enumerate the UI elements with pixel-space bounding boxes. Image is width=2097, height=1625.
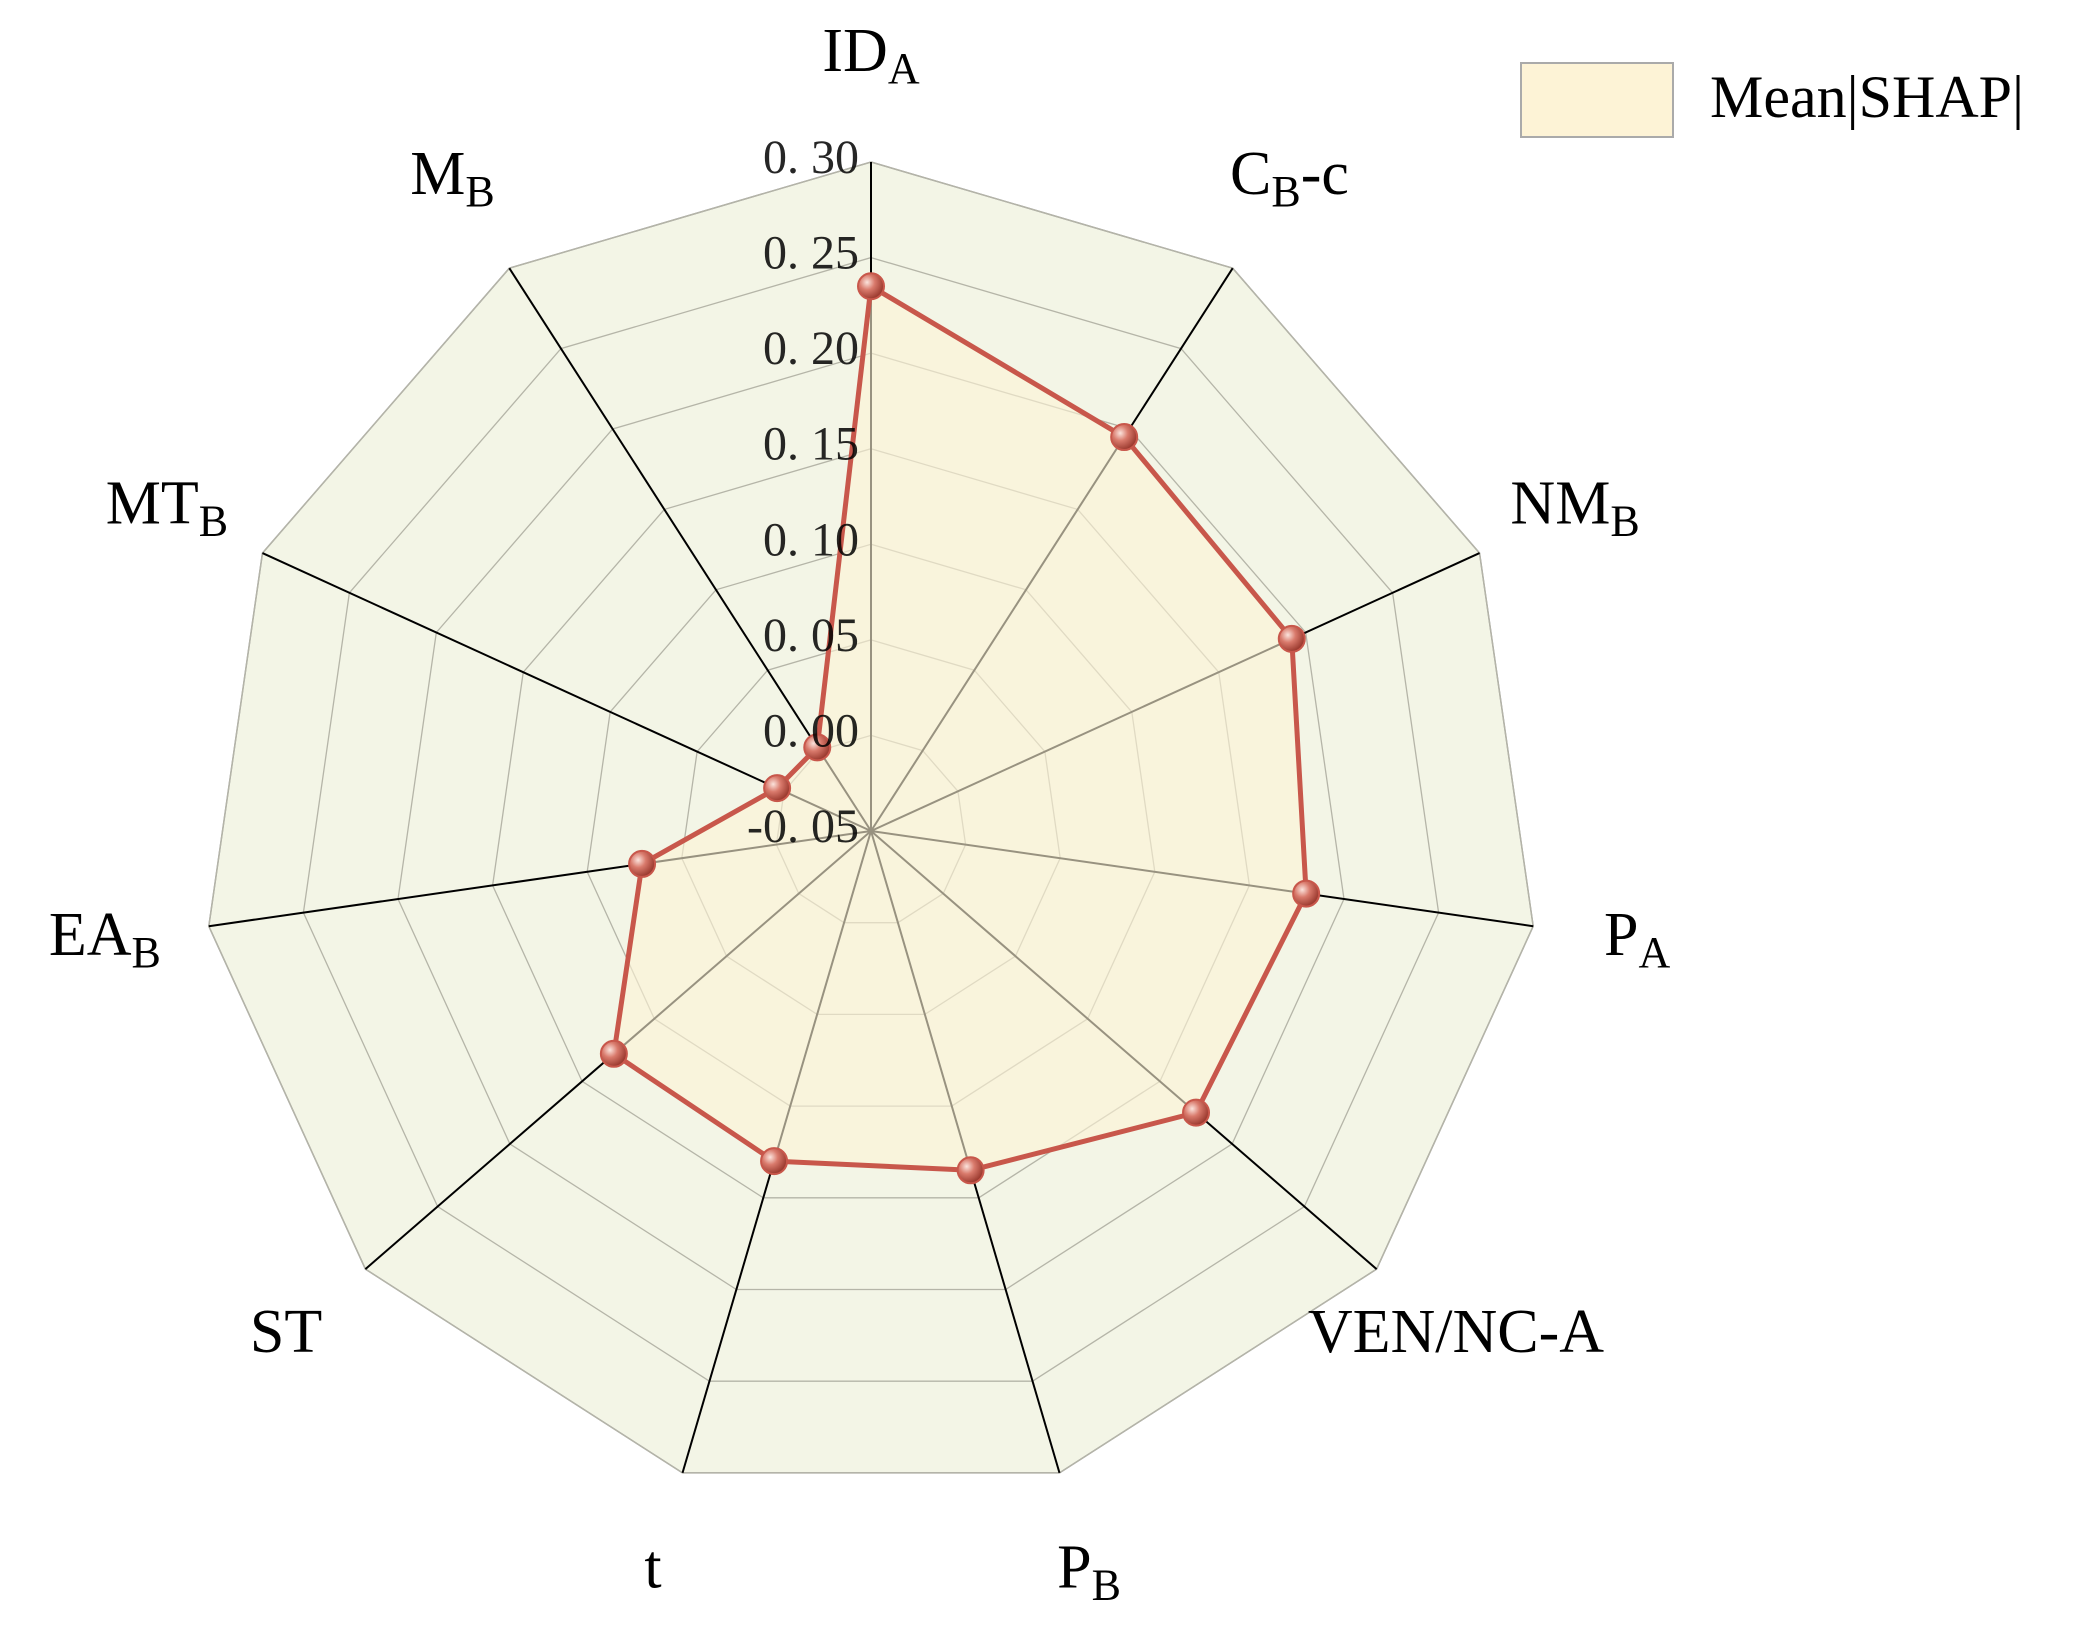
data-point bbox=[1292, 879, 1321, 908]
data-point bbox=[1110, 423, 1139, 452]
category-text: ST bbox=[250, 1298, 322, 1366]
category-label: ST bbox=[250, 1298, 322, 1366]
legend-label: Mean|SHAP| bbox=[1710, 64, 2024, 130]
category-label: MB bbox=[410, 140, 495, 216]
r-tick-label: 0. 30 bbox=[763, 131, 859, 184]
data-point bbox=[956, 1156, 985, 1185]
category-text: VEN/NC-A bbox=[1308, 1298, 1604, 1366]
category-label: NMB bbox=[1510, 470, 1639, 546]
category-label: VEN/NC-A bbox=[1308, 1298, 1604, 1366]
category-subscript: B bbox=[132, 928, 161, 977]
category-label: MTB bbox=[106, 470, 228, 546]
data-point bbox=[803, 733, 832, 762]
data-point bbox=[628, 849, 657, 878]
r-tick-label: 0. 00 bbox=[763, 704, 859, 757]
grid-ring bbox=[208, 161, 1534, 1474]
grid-ring bbox=[397, 352, 1345, 1291]
category-subscript: B bbox=[1610, 497, 1639, 546]
data-point bbox=[1182, 1098, 1211, 1127]
category-label: PA bbox=[1604, 901, 1670, 977]
category-subscript: A bbox=[1638, 928, 1670, 977]
legend-swatch bbox=[1520, 62, 1674, 138]
r-tick-label: 0. 15 bbox=[763, 418, 859, 471]
data-point bbox=[763, 774, 792, 803]
category-subscript: B bbox=[1092, 1561, 1121, 1610]
category-label: IDA bbox=[822, 17, 919, 93]
category-label: t bbox=[644, 1534, 661, 1602]
data-point bbox=[857, 272, 885, 301]
category-text: ID bbox=[822, 17, 887, 85]
category-label: PB bbox=[1057, 1534, 1121, 1610]
r-tick-label: 0. 20 bbox=[763, 322, 859, 375]
category-subscript: B bbox=[199, 497, 228, 546]
grid-ring bbox=[302, 256, 1440, 1382]
category-label: CB-c bbox=[1230, 140, 1349, 216]
plot: -0. 05 0. 00 0. 05 0. 10 0. 15 0. 20 0. 25 0. 3… bbox=[49, 17, 2024, 1610]
category-text: -c bbox=[1301, 140, 1349, 208]
category-text: P bbox=[1604, 901, 1638, 969]
category-text: MT bbox=[106, 470, 199, 538]
r-tick-label: 0. 05 bbox=[763, 609, 859, 662]
category-label: EAB bbox=[49, 901, 161, 977]
category-text: M bbox=[410, 140, 465, 208]
r-tick-label: -0. 05 bbox=[747, 800, 859, 853]
data-point bbox=[1277, 624, 1306, 653]
category-text: t bbox=[644, 1534, 661, 1602]
data-point bbox=[599, 1039, 628, 1068]
category-text: C bbox=[1230, 140, 1271, 208]
r-tick-label: 0. 10 bbox=[763, 513, 859, 566]
category-text: EA bbox=[49, 901, 132, 969]
category-subscript: B bbox=[465, 167, 494, 216]
category-text: NM bbox=[1510, 470, 1610, 538]
category-subscript: A bbox=[888, 44, 920, 93]
r-tick-label: 0. 25 bbox=[763, 227, 859, 280]
category-subscript: B bbox=[1271, 167, 1300, 216]
data-point bbox=[760, 1147, 789, 1176]
category-text: P bbox=[1057, 1534, 1091, 1602]
